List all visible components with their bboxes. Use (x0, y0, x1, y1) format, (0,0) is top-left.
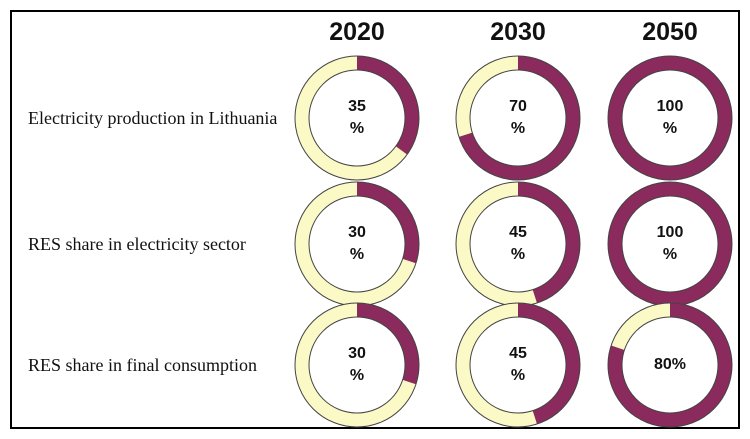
donut-outline (607, 55, 733, 181)
row-label: Electricity production in Lithuania (28, 108, 278, 128)
donut-outline (621, 69, 719, 167)
value-label: 30% (348, 345, 366, 384)
donut-outline (308, 195, 406, 293)
donut-outline (455, 55, 581, 181)
value-label: 100% (657, 98, 684, 137)
donut-outline (607, 302, 733, 428)
donut-outline (455, 302, 581, 428)
value-label: 45% (509, 345, 527, 384)
donut-outline (469, 316, 567, 414)
column-header: 2030 (490, 18, 546, 46)
donut-outline (469, 69, 567, 167)
column-header: 2050 (642, 18, 698, 46)
donut-share (295, 303, 419, 427)
donut-outline (469, 195, 567, 293)
row-label: RES share in final consumption (28, 355, 257, 375)
value-label: 35% (348, 98, 366, 137)
frame (10, 10, 740, 429)
donut-outline (621, 195, 719, 293)
column-header: 2020 (329, 18, 385, 46)
donut-outline (294, 55, 420, 181)
donut-share (608, 182, 732, 306)
donut-share (608, 303, 732, 427)
donut-outline (294, 302, 420, 428)
donut-share (295, 182, 419, 306)
donut-outline (621, 316, 719, 414)
donut-share (456, 56, 580, 180)
donut-share (608, 56, 732, 180)
value-label: 80% (654, 356, 686, 373)
value-label: 30% (348, 224, 366, 263)
value-label: 45% (509, 224, 527, 263)
donut-share (295, 56, 419, 180)
donut-outline (308, 316, 406, 414)
value-label: 70% (509, 98, 527, 137)
donut-share (456, 303, 580, 427)
value-label: 100% (657, 224, 684, 263)
donut-outline (308, 69, 406, 167)
donut-share (456, 182, 580, 306)
row-label: RES share in electricity sector (28, 234, 246, 254)
